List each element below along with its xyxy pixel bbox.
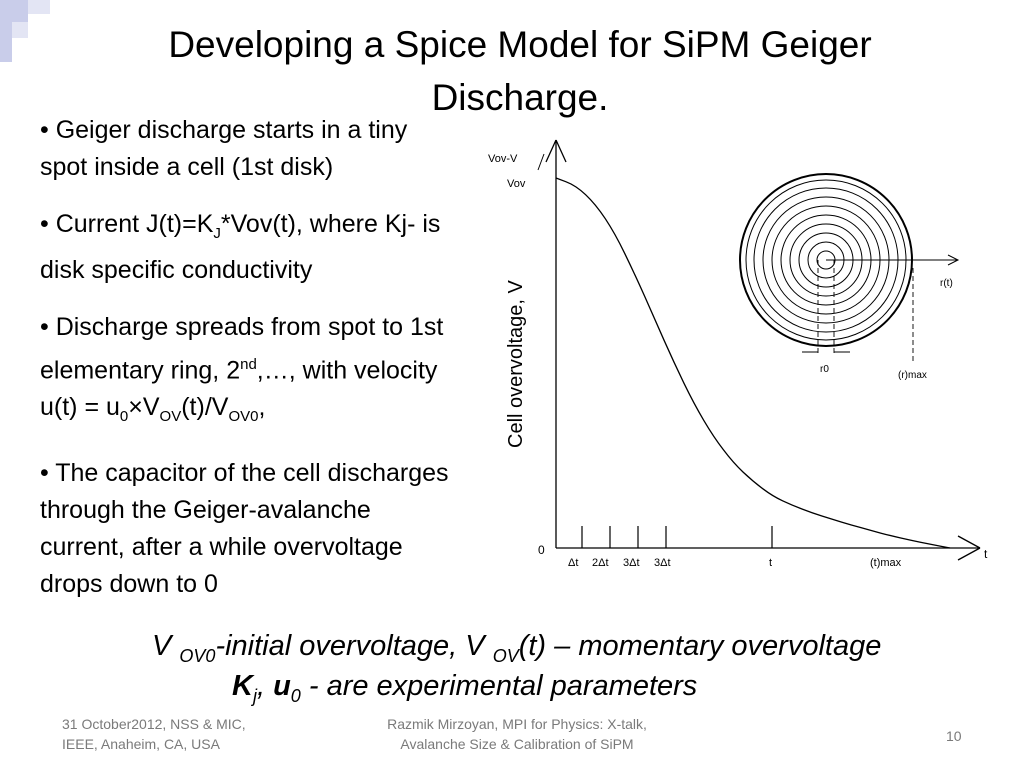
x-tick-label: 3Δt: [654, 557, 671, 569]
equation-line-2: Kj, u0 - are experimental parameters: [232, 670, 697, 707]
bullet-3-sup: nd: [240, 356, 257, 373]
x-tick-label: (t)max: [870, 557, 902, 569]
x-tick-label: 3Δt: [623, 557, 640, 569]
eq-text2: (t) – momentary overvoltage: [518, 630, 882, 662]
eq-text1: -initial overvoltage, V: [215, 630, 493, 662]
eq-k: K: [232, 670, 253, 702]
x-axis-label: t: [984, 547, 988, 561]
corner-decoration: [12, 22, 28, 38]
overvoltage-curve: [555, 177, 951, 549]
eq-u: u: [273, 670, 291, 702]
bullet-list: • Geiger discharge starts in a tiny spot…: [40, 112, 460, 623]
footer-date-line2: IEEE, Anaheim, CA, USA: [62, 736, 220, 752]
x-tick-labels: Δt 2Δt 3Δt 3Δt t (t)max: [568, 557, 902, 569]
eq-text3: - are experimental parameters: [300, 670, 698, 702]
bullet-3-x: ×V: [128, 393, 160, 422]
corner-decoration: [0, 22, 12, 62]
bullet-1: • Geiger discharge starts in a tiny spot…: [40, 116, 408, 181]
eq-sub-ovo: OV0: [179, 645, 216, 666]
y-axis-arrow: [545, 139, 557, 163]
bullet-2-pre: Current J(t)=K: [55, 210, 214, 238]
radius-arrowhead: [947, 254, 960, 266]
discharge-figure: Vov-V Vov 0 t Cell overvoltage, V Δt 2Δt…: [480, 128, 992, 581]
corner-decoration: [28, 0, 50, 14]
footer-date: 31 October2012, NSS & MIC, IEEE, Anaheim…: [62, 714, 246, 754]
x-ticks: [581, 526, 773, 548]
overvoltage-plot: Vov-V Vov 0 t Cell overvoltage, V Δt 2Δt…: [488, 139, 988, 569]
bullet-3-t: (t)/V: [181, 393, 229, 422]
bullet-3-mid: ,…, with velocity u(t) = u: [40, 356, 438, 422]
slide-title-line2: Discharge.: [431, 77, 609, 118]
rmax-label: (r)max: [898, 370, 927, 381]
x-axis-arrow: [957, 535, 981, 549]
bullet-2-sub: J: [213, 225, 221, 242]
y-axis-title: Cell overvoltage, V: [505, 279, 527, 448]
eq-sub-ov: OV: [492, 645, 519, 666]
corner-decoration: [0, 0, 28, 22]
y-vov-label: Vov: [507, 178, 526, 190]
eq-u-sub: 0: [290, 685, 301, 706]
footer-author-line2: Avalanche Size & Calibration of SiPM: [400, 736, 634, 752]
x-axis-arrow: [957, 547, 981, 561]
bullet-3-sub0: 0: [119, 408, 129, 426]
bullet-3: • Discharge spreads from spot to 1st ele…: [40, 313, 444, 426]
origin-label: 0: [538, 543, 545, 557]
eq-comma: ,: [256, 670, 274, 702]
y-axis-arrow: [555, 139, 567, 163]
bullet-3-subov: OV: [159, 408, 182, 426]
x-tick-label: Δt: [568, 557, 578, 569]
y-top-label-tick: [537, 153, 545, 171]
equation-line-1: V OV0-initial overvoltage, V OV(t) – mom…: [152, 630, 881, 667]
eq-k-sub: j: [252, 685, 257, 706]
bullet-1-text: Geiger discharge starts in a tiny spot i…: [40, 116, 408, 181]
footer-author-line1: Razmik Mirzoyan, MPI for Physics: X-talk…: [387, 716, 647, 732]
r0-label: r0: [820, 364, 829, 375]
bullet-2-post: *Vov(t), where Kj- is disk specific cond…: [40, 210, 441, 284]
x-tick-label: t: [769, 557, 772, 569]
footer-author: Razmik Mirzoyan, MPI for Physics: X-talk…: [352, 714, 682, 754]
bullet-4: • The capacitor of the cell discharges t…: [40, 459, 449, 599]
page-number: 10: [946, 728, 962, 744]
footer-date-line1: 31 October2012, NSS & MIC,: [62, 716, 246, 732]
eq-v: V: [152, 630, 180, 662]
bullet-3-pre: Discharge spreads from spot to 1st eleme…: [40, 313, 444, 385]
bullet-3-subovo: OV0: [228, 408, 259, 426]
bullet-2: • Current J(t)=KJ*Vov(t), where Kj- is d…: [40, 210, 441, 284]
bullet-3-end: ,: [258, 393, 266, 422]
y-top-label: Vov-V: [488, 153, 518, 165]
rt-label: r(t): [940, 278, 953, 289]
slide-title: Developing a Spice Model for SiPM Geiger…: [90, 18, 950, 124]
bullet-4-text: The capacitor of the cell discharges thr…: [40, 459, 449, 599]
x-tick-label: 2Δt: [592, 557, 609, 569]
slide-title-line1: Developing a Spice Model for SiPM Geiger: [168, 24, 872, 65]
